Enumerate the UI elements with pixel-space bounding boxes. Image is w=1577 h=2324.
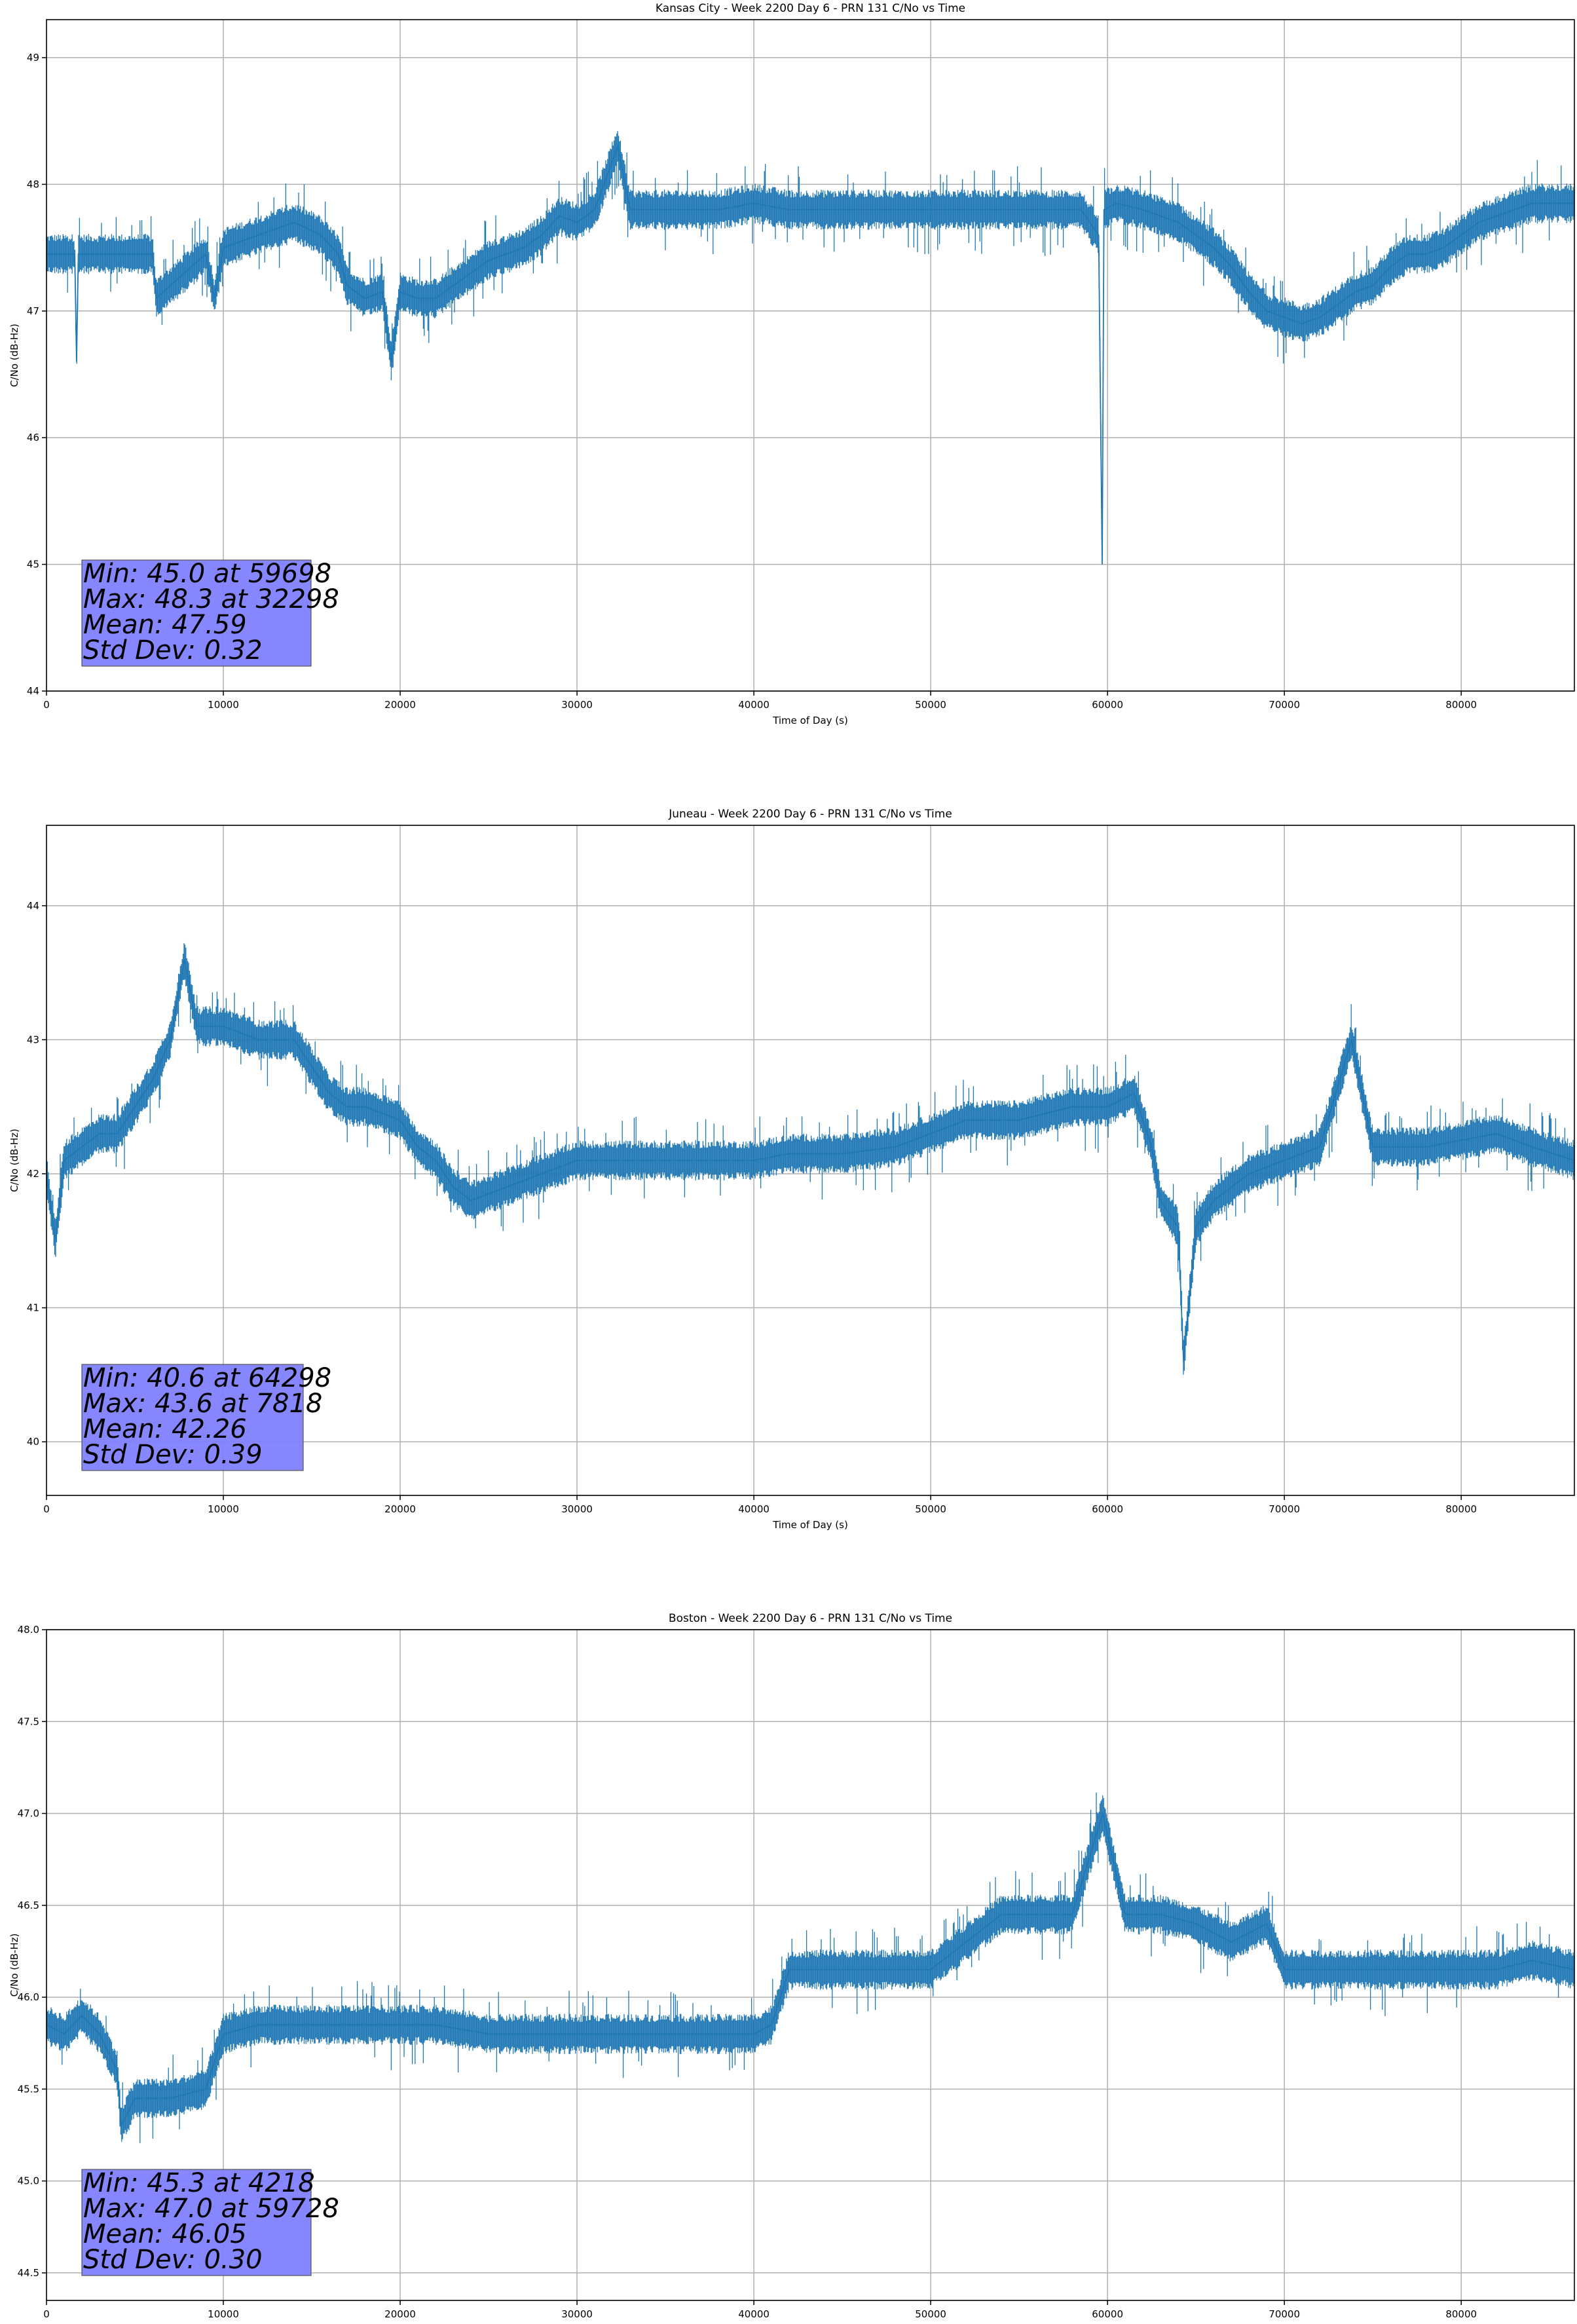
chart-3-x-tick-label: 70000	[1269, 2308, 1300, 2320]
chart-3-x-tick-label: 0	[43, 2308, 50, 2320]
chart-3-y-tick-label: 45.5	[18, 2083, 39, 2095]
chart-3-y-tick-label: 47.0	[18, 1808, 39, 1820]
chart-1-stats-line: Std Dev: 0.32	[83, 635, 263, 665]
chart-3-series-line	[46, 1814, 1574, 2126]
chart-2-title: Juneau - Week 2200 Day 6 - PRN 131 C/No …	[668, 808, 952, 821]
chart-3-y-tick-label: 44.5	[18, 2267, 39, 2279]
chart-3-x-tick-label: 50000	[915, 2308, 946, 2320]
chart-1-x-tick-label: 40000	[738, 699, 770, 711]
chart-2-panel: Juneau - Week 2200 Day 6 - PRN 131 C/No …	[9, 808, 1574, 1531]
chart-3-x-tick-label: 60000	[1092, 2308, 1123, 2320]
chart-1-y-tick-label: 44	[27, 685, 39, 697]
chart-2-y-tick-label: 42	[27, 1168, 39, 1180]
chart-2-x-tick-label: 60000	[1092, 1503, 1123, 1515]
chart-2-y-axis-label: C/No (dB-Hz)	[9, 1129, 20, 1192]
chart-1-x-tick-label: 0	[43, 699, 50, 711]
chart-2-x-tick-label: 80000	[1445, 1503, 1477, 1515]
chart-2-x-tick-label: 20000	[384, 1503, 416, 1515]
chart-2-x-tick-label: 50000	[915, 1503, 946, 1515]
chart-3-x-tick-label: 20000	[384, 2308, 416, 2320]
figure: Kansas City - Week 2200 Day 6 - PRN 131 …	[0, 0, 1577, 2324]
chart-1-panel: Kansas City - Week 2200 Day 6 - PRN 131 …	[9, 2, 1574, 726]
chart-2-x-tick-label: 0	[43, 1503, 50, 1515]
chart-1-noise-band	[46, 131, 1574, 540]
chart-3-stats-line: Std Dev: 0.30	[83, 2245, 263, 2275]
chart-1-x-tick-label: 30000	[561, 699, 593, 711]
chart-3-y-tick-label: 47.5	[18, 1715, 39, 1727]
chart-3-noise-band	[46, 1793, 1574, 2143]
chart-1-x-axis-label: Time of Day (s)	[772, 715, 848, 726]
chart-1-y-axis-label: C/No (dB-Hz)	[9, 324, 20, 387]
chart-3-x-tick-label: 10000	[208, 2308, 239, 2320]
chart-2-y-tick-label: 44	[27, 900, 39, 912]
chart-2-noise-band	[46, 943, 1574, 1375]
chart-1-y-tick-label: 45	[27, 559, 39, 571]
chart-3-y-axis-label: C/No (dB-Hz)	[9, 1934, 20, 1997]
chart-1-y-tick-label: 48	[27, 178, 39, 190]
chart-3-x-tick-label: 30000	[561, 2308, 593, 2320]
chart-3-x-tick-label: 40000	[738, 2308, 770, 2320]
chart-1-y-tick-label: 49	[27, 52, 39, 64]
chart-1-x-tick-label: 10000	[208, 699, 239, 711]
chart-1-x-tick-label: 70000	[1269, 699, 1300, 711]
chart-2-stats-line: Std Dev: 0.39	[83, 1440, 263, 1470]
chart-2-x-tick-label: 70000	[1269, 1503, 1300, 1515]
chart-1-x-tick-label: 80000	[1445, 699, 1477, 711]
chart-2-x-axis-label: Time of Day (s)	[772, 1519, 848, 1531]
chart-3-y-tick-label: 45.0	[18, 2175, 39, 2187]
chart-3-y-tick-label: 46.0	[18, 1991, 39, 2003]
chart-1-title: Kansas City - Week 2200 Day 6 - PRN 131 …	[656, 2, 965, 15]
chart-1-x-tick-label: 50000	[915, 699, 946, 711]
chart-3-y-tick-label: 48.0	[18, 1624, 39, 1636]
chart-1-x-tick-label: 20000	[384, 699, 416, 711]
chart-3-y-tick-label: 46.5	[18, 1900, 39, 1911]
chart-2-x-tick-label: 10000	[208, 1503, 239, 1515]
chart-2-y-tick-label: 41	[27, 1302, 39, 1314]
chart-2-x-tick-label: 30000	[561, 1503, 593, 1515]
chart-2-y-tick-label: 40	[27, 1436, 39, 1448]
chart-1-y-tick-label: 47	[27, 305, 39, 317]
chart-2-x-tick-label: 40000	[738, 1503, 770, 1515]
chart-2-y-tick-label: 43	[27, 1034, 39, 1045]
chart-3-panel: Boston - Week 2200 Day 6 - PRN 131 C/No …	[9, 1612, 1574, 2324]
chart-3-x-tick-label: 80000	[1445, 2308, 1477, 2320]
chart-1-y-tick-label: 46	[27, 432, 39, 443]
chart-1-x-tick-label: 60000	[1092, 699, 1123, 711]
chart-3-title: Boston - Week 2200 Day 6 - PRN 131 C/No …	[669, 1612, 952, 1625]
